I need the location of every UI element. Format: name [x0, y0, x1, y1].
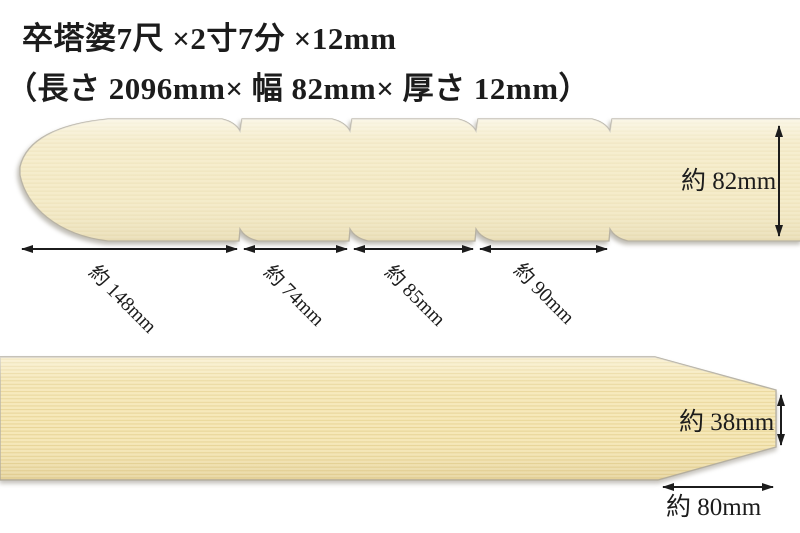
page-subtitle: （長さ 2096mm× 幅 82mm× 厚さ 12mm） — [6, 71, 591, 106]
page-title: 卒塔婆7尺 ×2寸7分 ×12mm — [22, 21, 397, 56]
dim-label-tip-height-38mm: 約 38mm — [679, 409, 775, 436]
lower-board-shape — [0, 356, 777, 481]
dim-label-tip-length-80mm: 約 80mm — [666, 494, 762, 521]
dim-label-width-82mm: 約 82mm — [681, 168, 777, 195]
dimension-arrows — [21, 125, 785, 491]
